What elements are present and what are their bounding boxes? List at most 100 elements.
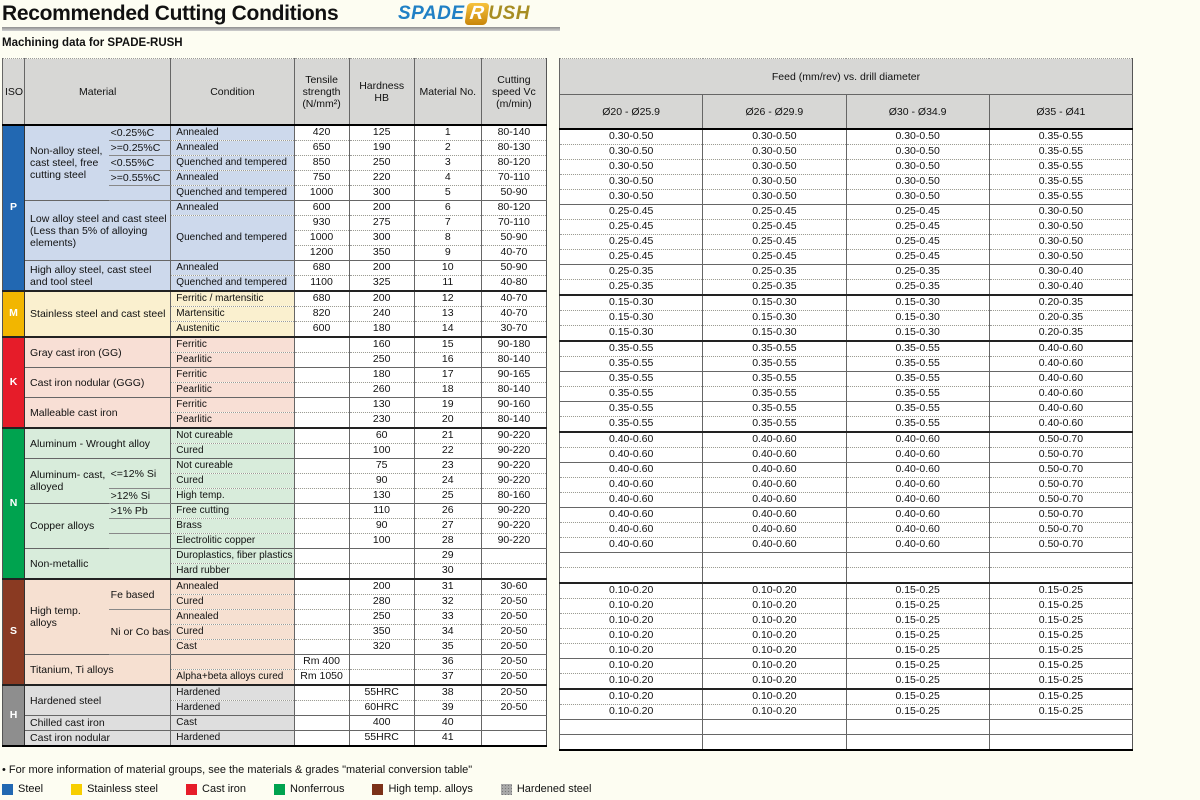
cell-feed-2: 0.25-0.45 xyxy=(702,234,846,250)
cell-cutting-speed: 20-50 xyxy=(480,594,547,610)
table-row: 0.40-0.60 0.40-0.60 0.40-0.60 0.50-0.70 xyxy=(558,492,1133,508)
cell-feed-2: 0.10-0.20 xyxy=(702,658,846,674)
cell-feed-2: 0.30-0.50 xyxy=(702,189,846,205)
cell-feed-3: 0.25-0.35 xyxy=(845,264,990,280)
table-row: 0.40-0.60 0.40-0.60 0.40-0.60 0.50-0.70 xyxy=(558,477,1133,493)
cell-hardness: 100 xyxy=(348,533,415,549)
cell-material-no: 36 xyxy=(413,654,482,670)
cell-feed-4: 0.40-0.60 xyxy=(988,416,1133,432)
cell-tensile-strength: 930 xyxy=(293,215,350,231)
cell-condition: Cured xyxy=(170,443,295,459)
cell-feed-3: 0.15-0.25 xyxy=(845,582,990,599)
table-row: 0.25-0.45 0.25-0.45 0.25-0.45 0.30-0.50 xyxy=(558,234,1133,250)
cell-condition: Martensitic xyxy=(170,306,295,322)
cell-cutting-speed: 30-70 xyxy=(480,321,547,337)
cell-condition: Hardened xyxy=(170,730,295,746)
cell-feed-4: 0.35-0.55 xyxy=(988,174,1133,190)
cell-tensile-strength xyxy=(293,684,350,701)
cell-feed-1: 0.10-0.20 xyxy=(558,598,703,614)
cell-feed-3: 0.15-0.25 xyxy=(845,643,990,659)
legend-label: Steel xyxy=(18,783,44,795)
cell-feed-4: 0.50-0.70 xyxy=(988,462,1133,478)
cell-feed-1: 0.40-0.60 xyxy=(558,522,703,538)
cell-cutting-speed: 20-50 xyxy=(480,609,547,625)
table-row: 1000 300 8 50-90 xyxy=(3,230,547,246)
cell-material-no: 32 xyxy=(413,594,482,610)
col-header-dia-26-29: Ø26 - Ø29.9 xyxy=(702,94,846,130)
cell-cutting-speed: 90-220 xyxy=(480,533,547,549)
cell-material-no: 40 xyxy=(413,715,482,731)
cell-cutting-speed: 80-120 xyxy=(480,200,547,216)
table-row: H Hardened steel Hardened 55HRC 38 20-50 xyxy=(2,684,547,746)
cell-condition xyxy=(170,654,295,670)
cell-hardness: 280 xyxy=(348,594,415,610)
cell-feed-2: 0.40-0.60 xyxy=(702,537,846,553)
table-row: Pearlitic 230 20 80-140 xyxy=(3,412,547,428)
cell-feed-2 xyxy=(702,567,846,583)
cell-hardness: 260 xyxy=(348,382,415,398)
table-row: 0.35-0.55 0.35-0.55 0.35-0.55 0.40-0.60 xyxy=(558,416,1133,432)
cell-feed-4: 0.40-0.60 xyxy=(988,371,1133,387)
table-row: Hard rubber 30 xyxy=(3,563,547,579)
cell-feed-3: 0.25-0.45 xyxy=(845,219,990,235)
cell-feed-1: 0.30-0.50 xyxy=(558,159,703,175)
legend-label: Nonferrous xyxy=(290,783,345,795)
cell-cutting-speed: 70-110 xyxy=(480,215,547,231)
cell-condition: Quenched and tempered xyxy=(170,185,295,201)
cell-feed-3 xyxy=(845,719,990,735)
cell-tensile-strength: 1000 xyxy=(293,230,350,246)
legend-swatch xyxy=(186,783,198,795)
cell-hardness: 90 xyxy=(348,473,415,489)
cell-material: High temp. alloys xyxy=(24,578,109,655)
cell-feed-4: 0.30-0.50 xyxy=(988,219,1133,235)
cell-material-no: 25 xyxy=(413,488,482,504)
legend-item: High temp. alloys xyxy=(372,783,473,795)
table-row: 0.30-0.50 0.30-0.50 0.30-0.50 0.35-0.55 xyxy=(558,189,1133,205)
cell-condition: Hardened xyxy=(170,684,295,701)
table-row: 0.10-0.20 0.10-0.20 0.15-0.25 0.15-0.25 xyxy=(558,598,1133,614)
cell-material: Titanium, Ti alloys xyxy=(24,654,171,685)
legend-label: Cast iron xyxy=(202,783,247,795)
cell-feed-4: 0.50-0.70 xyxy=(988,447,1133,463)
cell-hardness: 240 xyxy=(348,306,415,322)
feed-table: Feed (mm/rev) vs. drill diameter Ø20 - Ø… xyxy=(558,58,1133,751)
cell-feed-1: 0.25-0.45 xyxy=(558,204,703,220)
cell-feed-1: 0.40-0.60 xyxy=(558,537,703,553)
cell-material-no: 21 xyxy=(413,427,482,444)
cell-condition: Cured xyxy=(170,473,295,489)
legend-label: Stainless steel xyxy=(87,783,159,795)
spade-rush-logo: SPADE R USH xyxy=(398,3,530,25)
cell-material-subtype xyxy=(108,185,171,201)
cell-material-no: 31 xyxy=(413,578,482,595)
cell-material-subtype: <0.55%C xyxy=(108,155,171,171)
col-header-dia-35-41: Ø35 - Ø41 xyxy=(988,94,1133,130)
cell-feed-4: 0.15-0.25 xyxy=(988,582,1133,599)
cell-feed-2: 0.40-0.60 xyxy=(702,507,846,523)
cell-feed-2: 0.35-0.55 xyxy=(702,416,846,432)
cell-feed-4 xyxy=(988,552,1133,568)
table-row: 0.35-0.55 0.35-0.55 0.35-0.55 0.40-0.60 xyxy=(558,386,1133,402)
cell-feed-1: 0.40-0.60 xyxy=(558,507,703,523)
cell-feed-1: 0.25-0.45 xyxy=(558,219,703,235)
cell-condition: Annealed xyxy=(170,200,295,216)
cell-condition: Quenched and tempered xyxy=(170,275,295,291)
cell-feed-4: 0.15-0.25 xyxy=(988,658,1133,674)
table-row: 0.10-0.20 0.10-0.20 0.15-0.25 0.15-0.25 xyxy=(558,658,1133,674)
table-row: Aluminum- cast, alloyed <=12% Si Not curea… xyxy=(3,458,547,504)
cell-condition: Ferritic xyxy=(170,336,295,353)
cell-tensile-strength xyxy=(293,518,350,534)
cell-hardness: 125 xyxy=(348,124,415,141)
cell-tensile-strength: 1000 xyxy=(293,185,350,201)
cell-cutting-speed: 30-60 xyxy=(480,578,547,595)
table-row: 0.25-0.45 0.25-0.45 0.25-0.45 0.30-0.50 xyxy=(558,204,1133,220)
logo-ush: USH xyxy=(488,3,530,24)
cell-cutting-speed: 20-50 xyxy=(480,684,547,701)
table-row: Ni or Co basedAnnealed2503320-50 xyxy=(3,609,547,655)
cell-tensile-strength: 420 xyxy=(293,124,350,141)
cell-material-no: 19 xyxy=(413,397,482,413)
cell-feed-1: 0.10-0.20 xyxy=(558,613,703,629)
cell-feed-1: 0.15-0.30 xyxy=(558,310,703,326)
cell-condition: Pearlitic xyxy=(170,382,295,398)
cell-feed-2: 0.25-0.35 xyxy=(702,264,846,280)
cell-condition: Ferritic xyxy=(170,397,295,413)
